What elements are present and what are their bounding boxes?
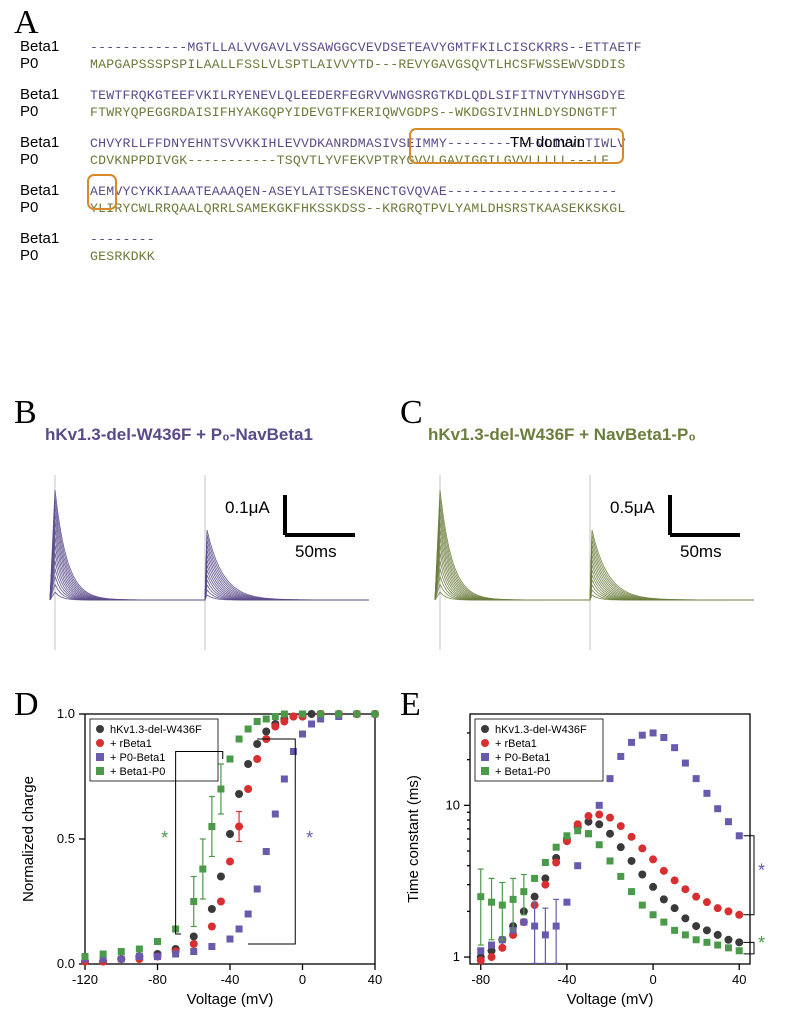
- svg-text:-40: -40: [558, 972, 577, 987]
- panel-label-a: A: [14, 4, 39, 42]
- panel-e-chart: -80 -40 0 40 1 10 Voltage (mV) Time constant (m…: [400, 692, 780, 1012]
- svg-text:Time constant (ms): Time constant (ms): [405, 775, 422, 903]
- panel-c-traces: 0.5μA 50ms: [415, 450, 775, 680]
- svg-text:+ P0-Beta1: + P0-Beta1: [495, 752, 550, 764]
- svg-text:1: 1: [453, 949, 460, 964]
- svg-text:+ P0-Beta1: + P0-Beta1: [110, 752, 165, 764]
- seq-name-p0: P0: [20, 247, 90, 264]
- svg-text:+ Beta1-P0: + Beta1-P0: [110, 766, 165, 778]
- svg-text:+ Beta1-P0: + Beta1-P0: [495, 766, 550, 778]
- seq-beta1-3: AEMVYCYKKIAAATEAAAQEN-ASEYLAITSESKENCTGV…: [90, 184, 617, 199]
- panel-c-title: hKv1.3-del-W436F + NavBeta1-P₀: [428, 425, 778, 445]
- svg-text:-80: -80: [471, 972, 490, 987]
- svg-text:50ms: 50ms: [680, 542, 722, 561]
- seq-name-beta1: Beta1: [20, 230, 90, 247]
- seq-beta1-1: TEWTFRQKGTEEFVKILRYENEVLQLEEDERFEGRVVWNG…: [90, 88, 626, 103]
- seq-name-beta1: Beta1: [20, 182, 90, 199]
- svg-text:Voltage (mV): Voltage (mV): [567, 991, 654, 1008]
- svg-text:10: 10: [446, 797, 460, 812]
- panel-b-title: hKv1.3-del-W436F + P₀-NavBeta1: [45, 425, 395, 445]
- svg-text:0: 0: [299, 972, 306, 987]
- seq-name-beta1: Beta1: [20, 38, 90, 55]
- seq-name-p0: P0: [20, 151, 90, 168]
- svg-text:1.0: 1.0: [57, 706, 75, 721]
- svg-text:Normalized charge: Normalized charge: [20, 776, 37, 902]
- seq-p0-2: CDVKNPPDIVGK-----------TSQVTLYVFEKVPTRYG…: [90, 153, 609, 168]
- svg-text:*: *: [758, 933, 765, 953]
- svg-text:-40: -40: [221, 972, 240, 987]
- seq-p0-3: YLIRYCWLRRQAALQRRLSAMEKGKFHKSSKDSS--KRGR…: [90, 201, 626, 216]
- svg-text:-80: -80: [148, 972, 167, 987]
- svg-text:0.5: 0.5: [57, 831, 75, 846]
- svg-text:hKv1.3-del-W436F: hKv1.3-del-W436F: [110, 724, 202, 736]
- seq-beta1-0: ------------MGTLLALVVGAVLVSSAWGGCVEVDSET…: [90, 40, 642, 55]
- svg-text:50ms: 50ms: [295, 542, 337, 561]
- svg-text:40: 40: [368, 972, 382, 987]
- panel-label-c: C: [400, 394, 423, 432]
- svg-text:*: *: [758, 860, 765, 880]
- svg-text:Voltage (mV): Voltage (mV): [187, 991, 274, 1008]
- alignment-panel: Beta1 ------------MGTLLALVVGAVLVSSAWGGCV…: [20, 38, 767, 278]
- seq-p0-0: MAPGAPSSSPSPILAALLFSSLVLSPTLAIVVYTD---RE…: [90, 57, 626, 72]
- seq-p0-1: FTWRYQPEGGRDAISIFHYAKGQPYIDEVGTFKERIQWVG…: [90, 105, 617, 120]
- svg-text:hKv1.3-del-W436F: hKv1.3-del-W436F: [495, 724, 587, 736]
- panel-d-chart: -120 -80 -40 0 40 0.0 0.5 1.0 Voltage (mV) Normal…: [15, 692, 395, 1012]
- seq-name-beta1: Beta1: [20, 134, 90, 151]
- svg-text:*: *: [306, 828, 313, 848]
- tm-domain-label: TM domain: [510, 134, 585, 151]
- seq-name-p0: P0: [20, 199, 90, 216]
- seq-name-p0: P0: [20, 103, 90, 120]
- panel-b-traces: 0.1μA 50ms: [30, 450, 390, 680]
- seq-name-beta1: Beta1: [20, 86, 90, 103]
- seq-p0-4: GESRKDKK: [90, 249, 155, 264]
- svg-text:0.5μA: 0.5μA: [610, 498, 655, 517]
- svg-text:+ rBeta1: + rBeta1: [110, 738, 152, 750]
- svg-text:40: 40: [732, 972, 746, 987]
- panel-b: hKv1.3-del-W436F + P₀-NavBeta1: [45, 425, 395, 445]
- seq-name-p0: P0: [20, 55, 90, 72]
- panel-label-b: B: [14, 394, 37, 432]
- svg-text:*: *: [161, 828, 168, 848]
- panel-c: hKv1.3-del-W436F + NavBeta1-P₀: [428, 425, 778, 445]
- svg-text:0.1μA: 0.1μA: [225, 498, 270, 517]
- svg-text:-120: -120: [72, 972, 98, 987]
- svg-text:+ rBeta1: + rBeta1: [495, 738, 537, 750]
- svg-text:0.0: 0.0: [57, 956, 75, 971]
- svg-text:0: 0: [649, 972, 656, 987]
- seq-beta1-4: --------: [90, 232, 155, 247]
